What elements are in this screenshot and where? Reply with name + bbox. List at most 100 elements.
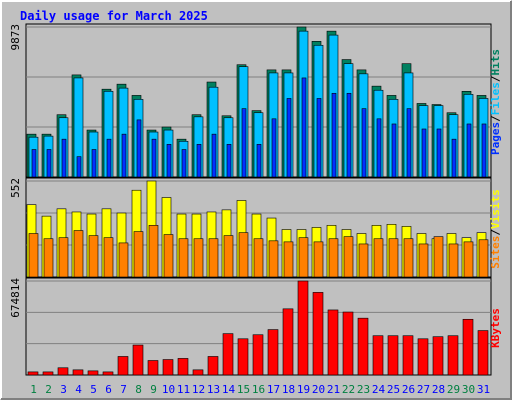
chart-title: Daily usage for March 2025 bbox=[20, 9, 208, 23]
bar bbox=[193, 238, 204, 278]
x-tick-label: 14 bbox=[222, 383, 236, 396]
bar bbox=[357, 317, 369, 376]
bar bbox=[466, 123, 472, 178]
bar bbox=[372, 335, 384, 376]
bar bbox=[448, 243, 459, 278]
bar bbox=[121, 133, 127, 178]
bar bbox=[328, 238, 339, 278]
bar bbox=[271, 118, 277, 178]
legend-entry: KBytes bbox=[489, 308, 502, 348]
bar bbox=[402, 335, 414, 376]
bar bbox=[177, 358, 189, 376]
bar bbox=[268, 240, 279, 278]
bar bbox=[166, 144, 172, 178]
bar bbox=[478, 239, 489, 278]
x-tick-label: 5 bbox=[90, 383, 97, 396]
bar bbox=[76, 156, 82, 178]
bar bbox=[103, 237, 114, 278]
bar bbox=[286, 98, 292, 178]
y-tick-label: 674814 bbox=[9, 278, 22, 318]
bar bbox=[433, 236, 444, 278]
x-tick-label: 24 bbox=[372, 383, 386, 396]
x-tick-label: 19 bbox=[297, 383, 310, 396]
bar bbox=[88, 235, 99, 278]
bar bbox=[151, 138, 157, 178]
bar bbox=[162, 359, 174, 376]
x-tick-label: 16 bbox=[252, 383, 265, 396]
x-tick-label: 10 bbox=[162, 383, 175, 396]
x-tick-label: 20 bbox=[312, 383, 325, 396]
legend: Pages/Files/Hits bbox=[489, 49, 502, 155]
bar bbox=[252, 334, 264, 376]
bar bbox=[301, 77, 307, 178]
bar bbox=[481, 123, 487, 178]
x-tick-label: 17 bbox=[267, 383, 280, 396]
bar bbox=[297, 280, 309, 376]
legend-entry: Sites bbox=[489, 236, 502, 269]
bar bbox=[403, 238, 414, 278]
bar bbox=[72, 369, 84, 376]
x-tick-label: 7 bbox=[120, 383, 127, 396]
bar bbox=[223, 235, 234, 278]
bar bbox=[46, 149, 52, 178]
bar bbox=[313, 241, 324, 278]
bar bbox=[343, 236, 354, 278]
x-tick-label: 1 bbox=[30, 383, 37, 396]
bar bbox=[237, 338, 249, 376]
bar bbox=[432, 336, 444, 376]
bar bbox=[462, 318, 474, 376]
bar bbox=[391, 123, 397, 178]
bar bbox=[361, 108, 367, 178]
bar bbox=[58, 237, 69, 278]
bar bbox=[436, 128, 442, 178]
x-tick-label: 13 bbox=[207, 383, 220, 396]
x-tick-label: 31 bbox=[477, 383, 490, 396]
x-tick-label: 4 bbox=[75, 383, 82, 396]
x-tick-label: 28 bbox=[432, 383, 445, 396]
bar bbox=[358, 243, 369, 278]
bar bbox=[118, 242, 129, 278]
x-tick-label: 26 bbox=[402, 383, 415, 396]
bar bbox=[316, 98, 322, 178]
bar bbox=[463, 241, 474, 278]
bar bbox=[238, 232, 249, 278]
bar bbox=[133, 231, 144, 278]
bar bbox=[376, 118, 382, 178]
bar bbox=[256, 144, 262, 178]
bar bbox=[136, 119, 142, 178]
bar bbox=[181, 149, 187, 178]
x-tick-label: 21 bbox=[327, 383, 340, 396]
bar bbox=[312, 292, 324, 376]
bar bbox=[57, 367, 69, 376]
x-tick-label: 6 bbox=[105, 383, 112, 396]
bar bbox=[163, 234, 174, 278]
bar bbox=[178, 238, 189, 278]
bar bbox=[421, 128, 427, 178]
bar bbox=[253, 238, 264, 278]
bar bbox=[267, 329, 279, 376]
legend-entry: Pages bbox=[489, 122, 502, 155]
bar bbox=[27, 371, 39, 376]
legend-separator: / bbox=[489, 75, 502, 82]
bar bbox=[106, 138, 112, 178]
bar bbox=[211, 133, 217, 178]
bar bbox=[447, 335, 459, 376]
y-tick-label: 552 bbox=[9, 178, 22, 198]
x-tick-label: 27 bbox=[417, 383, 430, 396]
bar bbox=[327, 309, 339, 376]
x-tick-label: 30 bbox=[462, 383, 475, 396]
bar bbox=[282, 308, 294, 376]
bar bbox=[222, 333, 234, 376]
legend-entry: Files bbox=[489, 82, 502, 115]
y-tick-label: 9873 bbox=[9, 24, 22, 51]
bar bbox=[31, 149, 37, 178]
bar bbox=[298, 237, 309, 278]
x-tick-label: 12 bbox=[192, 383, 205, 396]
legend: KBytes bbox=[489, 308, 502, 348]
x-tick-label: 23 bbox=[357, 383, 370, 396]
bar bbox=[147, 360, 159, 376]
x-tick-label: 8 bbox=[135, 383, 142, 396]
bar bbox=[388, 238, 399, 278]
